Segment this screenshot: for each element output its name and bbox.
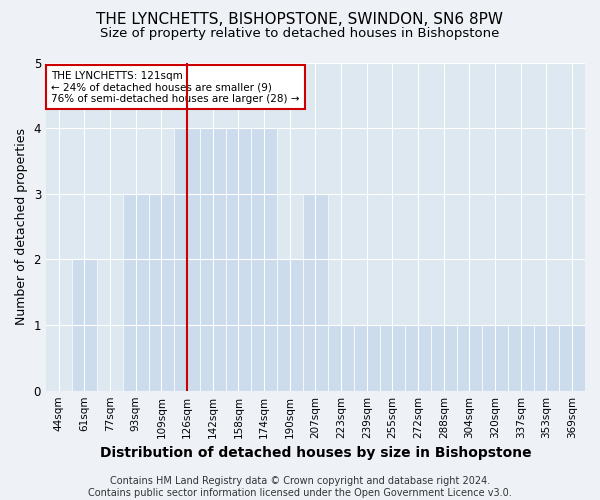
X-axis label: Distribution of detached houses by size in Bishopstone: Distribution of detached houses by size … xyxy=(100,446,531,460)
Bar xyxy=(302,194,328,390)
Bar xyxy=(200,128,226,390)
Text: THE LYNCHETTS, BISHOPSTONE, SWINDON, SN6 8PW: THE LYNCHETTS, BISHOPSTONE, SWINDON, SN6… xyxy=(97,12,503,28)
Text: Size of property relative to detached houses in Bishopstone: Size of property relative to detached ho… xyxy=(100,28,500,40)
Bar xyxy=(559,325,585,390)
Text: THE LYNCHETTS: 121sqm
← 24% of detached houses are smaller (9)
76% of semi-detac: THE LYNCHETTS: 121sqm ← 24% of detached … xyxy=(52,70,300,104)
Bar xyxy=(380,325,406,390)
Text: Contains HM Land Registry data © Crown copyright and database right 2024.
Contai: Contains HM Land Registry data © Crown c… xyxy=(88,476,512,498)
Bar xyxy=(71,260,97,390)
Bar xyxy=(457,325,482,390)
Bar xyxy=(251,128,277,390)
Bar xyxy=(508,325,533,390)
Bar xyxy=(277,260,302,390)
Bar xyxy=(149,194,174,390)
Y-axis label: Number of detached properties: Number of detached properties xyxy=(15,128,28,325)
Bar xyxy=(482,325,508,390)
Bar xyxy=(328,325,354,390)
Bar xyxy=(354,325,380,390)
Bar xyxy=(431,325,457,390)
Bar xyxy=(226,128,251,390)
Bar xyxy=(123,194,149,390)
Bar xyxy=(533,325,559,390)
Bar xyxy=(406,325,431,390)
Bar xyxy=(174,128,200,390)
